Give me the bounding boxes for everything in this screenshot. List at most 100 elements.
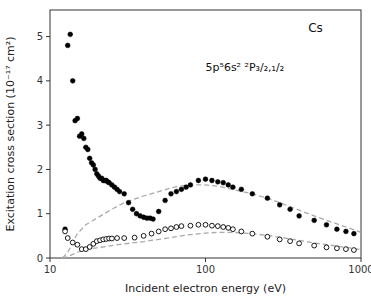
open-dot	[75, 242, 80, 247]
line	[62, 185, 361, 258]
filled-dot	[297, 214, 302, 219]
open-dot	[344, 247, 349, 252]
filled-dot	[174, 189, 179, 194]
open-dot	[250, 231, 255, 236]
x-tick	[205, 258, 206, 262]
open-dot	[163, 227, 168, 232]
y-tick	[46, 80, 50, 81]
open-dot	[179, 224, 184, 229]
filled-dot	[196, 178, 201, 183]
filled-dot	[203, 177, 208, 182]
open-dot	[188, 223, 193, 228]
open-dot	[312, 243, 317, 248]
filled-dot	[184, 185, 189, 190]
y-tick-label: 3	[37, 120, 43, 131]
open-dot	[169, 226, 174, 231]
y-tick-label: 1	[37, 208, 43, 219]
open-dot	[265, 234, 270, 239]
open-dot	[196, 222, 201, 227]
filled-dot	[324, 222, 329, 227]
x-tick-label: 1000	[348, 264, 371, 275]
open-dot	[70, 240, 75, 245]
filled-dot	[277, 202, 282, 207]
open-dot	[351, 248, 356, 253]
open-dot	[141, 233, 146, 238]
filled-dot	[344, 229, 349, 234]
filled-dot	[156, 209, 161, 214]
y-tick	[46, 169, 50, 170]
filled-dot	[93, 167, 98, 172]
filled-dot	[215, 179, 220, 184]
open-dot	[109, 236, 114, 241]
x-tick	[361, 258, 362, 262]
plot-area	[62, 32, 361, 258]
filled-dot	[130, 207, 135, 212]
background	[0, 0, 371, 300]
x-axis-label: Incident electron energy (eV)	[125, 282, 286, 295]
filled-dot	[122, 191, 127, 196]
y-axis-label: Excitation cross section (10⁻¹⁷ cm²)	[4, 37, 17, 232]
y-tick	[46, 213, 50, 214]
filled-dot	[312, 218, 317, 223]
y-tick	[46, 125, 50, 126]
y-tick-label: 4	[37, 75, 43, 86]
open-dot	[297, 241, 302, 246]
open-dot	[156, 229, 161, 234]
open-dot	[230, 227, 235, 232]
filled-dot	[351, 231, 356, 236]
open-dot	[122, 236, 127, 241]
open-dot	[210, 223, 215, 228]
filled-dot	[335, 227, 340, 232]
filled-dot	[179, 187, 184, 192]
filled-dot	[91, 163, 96, 168]
filled-dot	[169, 191, 174, 196]
open-dot	[203, 222, 208, 227]
filled-dot	[79, 132, 84, 137]
filled-dot	[87, 156, 92, 161]
open-dot	[132, 235, 137, 240]
filled-dot	[210, 178, 215, 183]
y-tick	[46, 36, 50, 37]
filled-dot	[151, 217, 156, 222]
y-tick-label: 2	[37, 164, 43, 175]
y-tick-label: 5	[37, 31, 43, 42]
filled-dot	[163, 198, 168, 203]
filled-dot	[239, 187, 244, 192]
filled-dot	[250, 191, 255, 196]
filled-dot	[117, 189, 122, 194]
open-dot	[115, 236, 120, 241]
filled-dot	[65, 43, 70, 48]
open-dot	[65, 236, 70, 241]
filled-dot	[70, 78, 75, 83]
y-tick	[46, 258, 50, 259]
x-tick-label: 10	[44, 264, 57, 275]
chart: 10 100 1000 0 1 2 3 4 5 Incident electron energy …	[0, 0, 371, 300]
filled-dot	[81, 136, 86, 141]
x-tick-label: 100	[196, 264, 215, 275]
open-dot	[149, 231, 154, 236]
open-dot	[288, 239, 293, 244]
open-dot	[324, 245, 329, 250]
annotation: Cs	[308, 21, 323, 35]
open-dot	[215, 224, 220, 229]
open-dot	[239, 229, 244, 234]
plot-frame	[50, 10, 361, 258]
filled-dot	[75, 116, 80, 121]
y-tick-label: 0	[37, 253, 43, 264]
open-dot	[63, 229, 68, 234]
open-dot	[277, 237, 282, 242]
filled-dot	[68, 32, 73, 37]
open-dot	[174, 225, 179, 230]
filled-dot	[221, 180, 226, 185]
annotation: 5p⁵6s² ²P₃/₂,₁/₂	[206, 61, 285, 74]
filled-dot	[188, 183, 193, 188]
line	[62, 232, 361, 258]
filled-dot	[85, 147, 90, 152]
x-tick	[50, 258, 51, 262]
open-dot	[221, 225, 226, 230]
filled-dot	[265, 196, 270, 201]
open-dot	[226, 225, 231, 230]
filled-dot	[126, 200, 131, 205]
open-dot	[335, 246, 340, 251]
filled-dot	[288, 207, 293, 212]
